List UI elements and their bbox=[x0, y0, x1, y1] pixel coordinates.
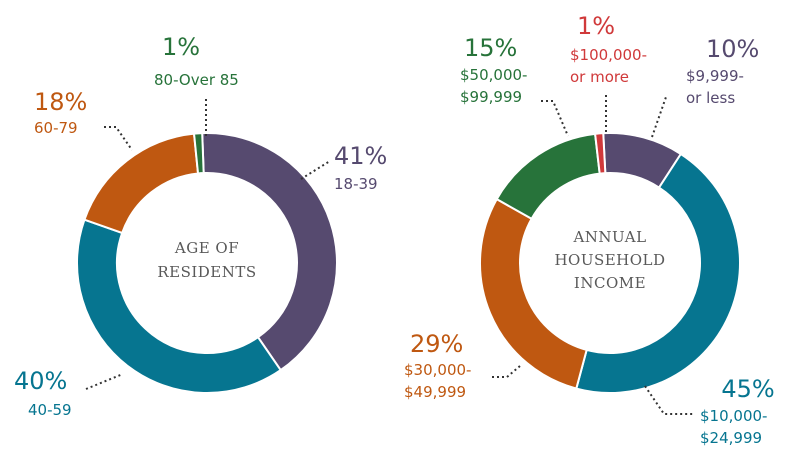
leader-line bbox=[300, 160, 331, 180]
donut-slice bbox=[593, 132, 607, 175]
slice-category-label: $100,000-or more bbox=[570, 46, 647, 86]
slice-percent-label: 1% bbox=[162, 33, 200, 61]
slice-percent-label: 45% bbox=[721, 375, 774, 403]
slice-percent-label: 1% bbox=[577, 12, 615, 40]
donut-slice bbox=[83, 132, 200, 235]
leader-line bbox=[492, 365, 521, 378]
slice-category-label: 60-79 bbox=[34, 119, 78, 137]
chart-center-title: ANNUAL bbox=[572, 228, 646, 246]
leader-line bbox=[541, 100, 569, 137]
chart-center-title: RESIDENTS bbox=[157, 263, 256, 281]
chart-center-title: HOUSEHOLD bbox=[554, 251, 665, 269]
slice-category-label: $9,999-or less bbox=[686, 67, 744, 107]
leader-line bbox=[644, 385, 693, 415]
slice-category-label: 18-39 bbox=[334, 175, 378, 193]
leader-line bbox=[651, 96, 667, 138]
donut-slice bbox=[495, 132, 601, 221]
donut-slice bbox=[201, 132, 338, 372]
slice-percent-label: 15% bbox=[464, 34, 517, 62]
slice-percent-label: 10% bbox=[706, 35, 759, 63]
leader-line bbox=[85, 373, 124, 390]
donut-slice bbox=[575, 152, 741, 394]
slice-percent-label: 18% bbox=[34, 88, 87, 116]
donut-slice bbox=[192, 132, 205, 175]
slice-category-label: 80-Over 85 bbox=[154, 71, 239, 89]
donut-slice bbox=[479, 197, 588, 390]
slice-percent-label: 41% bbox=[334, 142, 387, 170]
chart-center-title: AGE OF bbox=[174, 239, 239, 257]
slice-category-label: $50,000-$99,999 bbox=[460, 66, 527, 106]
slice-category-label: $30,000-$49,999 bbox=[404, 361, 471, 401]
slice-percent-label: 40% bbox=[14, 367, 67, 395]
donut-slice bbox=[76, 218, 283, 394]
slice-percent-label: 29% bbox=[410, 330, 463, 358]
slice-category-label: 40-59 bbox=[28, 401, 72, 419]
slice-category-label: $10,000-$24,999 bbox=[700, 407, 767, 447]
chart-center-title: INCOME bbox=[574, 274, 646, 292]
leader-line bbox=[104, 126, 133, 151]
